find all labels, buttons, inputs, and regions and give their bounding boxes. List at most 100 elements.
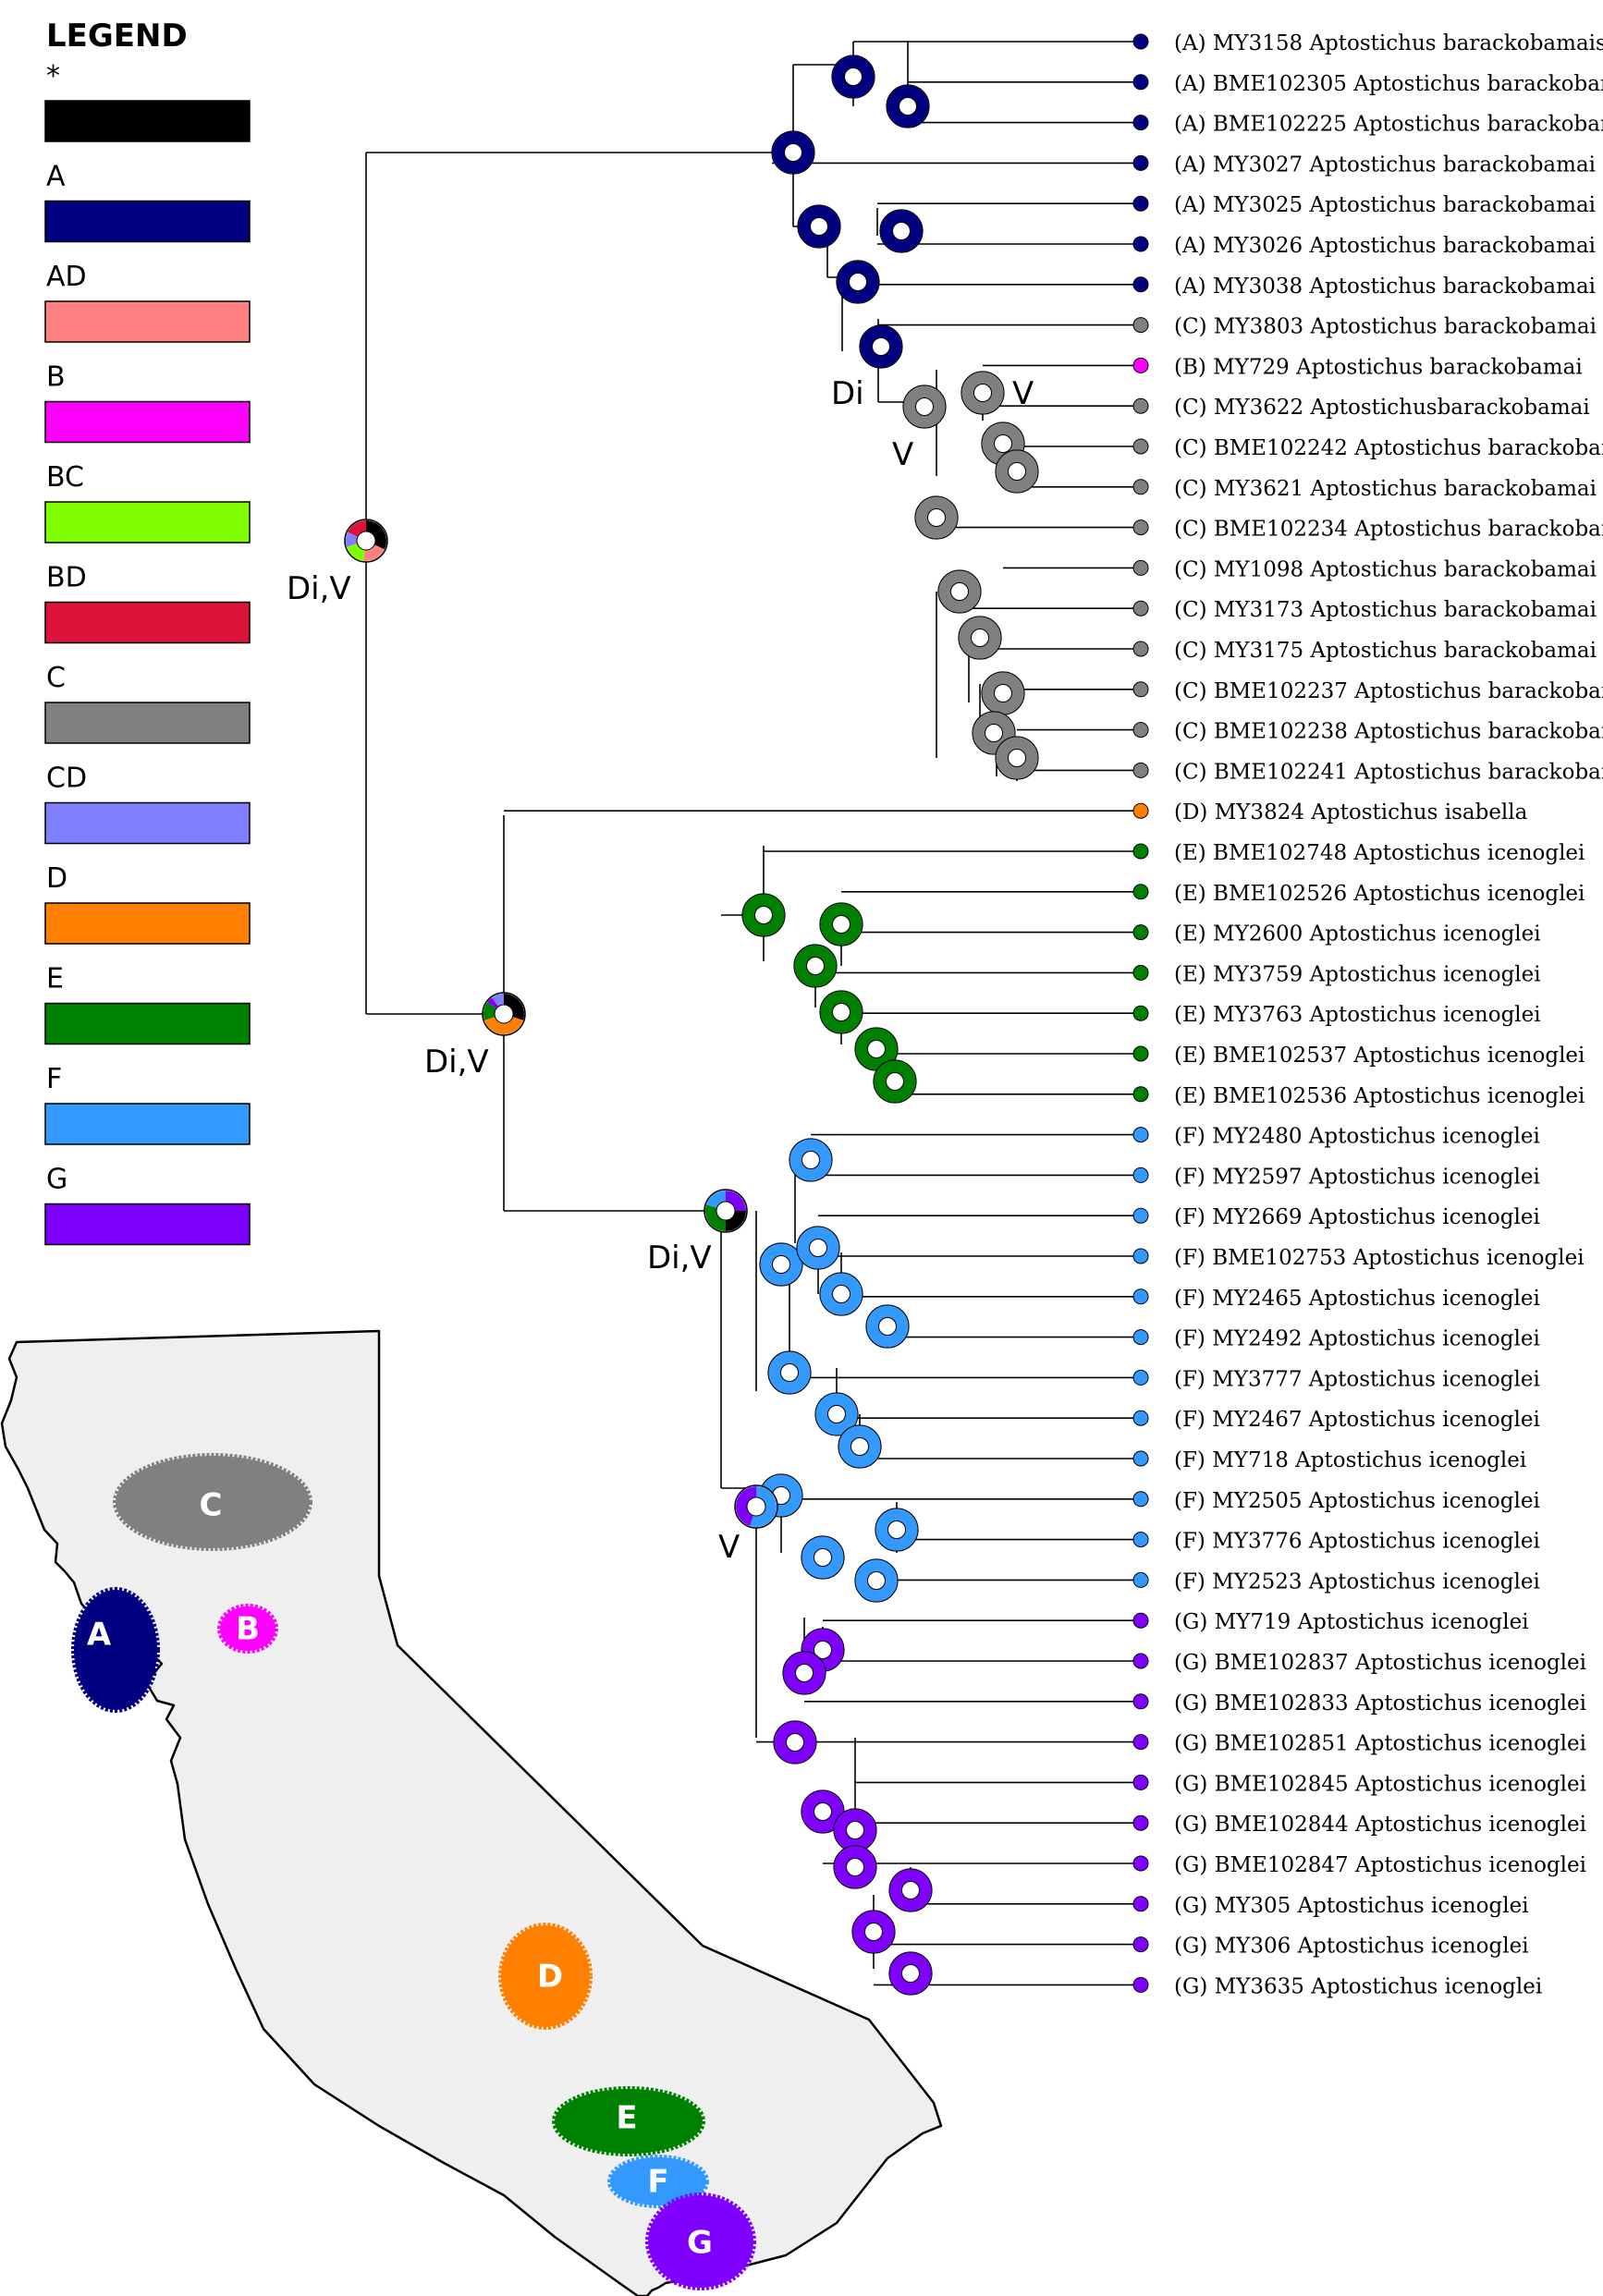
ancestral-state-center [784,143,802,162]
ancestral-state-center [994,684,1012,702]
ancestral-state-ring [855,1028,898,1070]
event-label-root: Di,V [287,570,351,607]
legend-swatch [44,501,251,543]
tip-label: (E) MY2600 Aptostichus icenoglei [1174,922,1541,946]
tip-marker [1132,357,1149,373]
tip-marker [1132,1936,1149,1953]
tip-marker [1132,519,1149,536]
legend-swatch [44,400,251,444]
ancestral-state-segment [346,531,358,547]
tip-label: (F) MY2492 Aptostichus icenoglei [1174,1327,1540,1351]
tip-label: (G) MY719 Aptostichus icenoglei [1174,1610,1529,1634]
ancestral-state-center [809,1239,827,1257]
tip-label: (C) MY3173 Aptostichus barackobamai [1174,598,1597,622]
legend-swatch [44,200,251,243]
tip-label: (A) BME102225 Aptostichus barackobamai [1174,113,1603,137]
legend-swatch [44,601,251,644]
tip-label: (A) MY3158 Aptostichus barackobamais [1174,31,1603,55]
ancestral-state-center [849,273,867,291]
ancestral-state-ring [880,210,923,252]
legend-label: E [46,963,64,995]
ancestral-state-center [814,1548,832,1567]
tip-marker [1132,1127,1149,1143]
map-region-label: F [647,2164,668,2201]
ancestral-state-ring [874,1060,916,1103]
ancestral-state-ring [852,1911,895,1953]
event-label-b: V [1012,375,1034,412]
ancestral-state-center [892,222,911,240]
legend-label: AD [46,261,87,293]
tip-label: (F) MY2480 Aptostichus icenoglei [1174,1125,1540,1149]
tip-marker [1132,1005,1149,1021]
ancestral-state-center [795,1664,814,1682]
ancestral-state-ring [820,991,863,1033]
tip-label: (F) MY2465 Aptostichus icenoglei [1174,1287,1540,1311]
map-region-label: C [200,1487,223,1524]
tip-marker [1132,1774,1149,1790]
ancestral-state-center [802,1151,820,1169]
tip-marker [1132,964,1149,981]
tip-label: (F) MY3777 Aptostichus icenoglei [1174,1367,1540,1391]
tip-label: (C) BME102242 Aptostichus barackobamai [1174,436,1603,460]
ancestral-state-segment [483,1002,496,1020]
ancestral-state-ring [837,261,879,303]
ancestral-state-segment [347,543,365,561]
ancestral-state-ring [996,737,1038,779]
event-label-a-to-bc: Di [831,375,864,412]
tip-marker [1132,479,1149,495]
tip-marker [1132,1410,1149,1426]
event-label-south: Di,V [424,1044,489,1081]
tip-marker [1132,1693,1149,1710]
ancestral-state-center [971,629,989,647]
ancestral-state-center [846,1821,864,1839]
ancestral-state-ring [996,450,1038,493]
tip-marker [1132,1976,1149,1993]
map-region [607,2155,709,2208]
tip-marker [1132,1734,1149,1751]
california-outline [0,1329,943,2296]
ancestral-state-ring [887,85,929,128]
ancestral-state-ring [820,903,863,946]
tip-marker [1132,1814,1149,1831]
ancestral-state-center [850,1437,869,1456]
tip-label: (G) BME102845 Aptostichus icenoglei [1174,1772,1586,1796]
event-label-fg: V [718,1529,740,1566]
ancestral-state-center [786,1733,804,1752]
tip-label: (C) BME102234 Aptostichus barackobamai [1174,518,1603,542]
ancestral-state-ring [820,1273,863,1315]
ancestral-state-center [867,1040,886,1058]
ancestral-state-center [872,337,890,356]
tip-label: (A) MY3026 Aptostichus barackobamai [1174,234,1596,258]
ancestral-state-center [832,1003,850,1021]
tip-marker [1132,195,1149,212]
tip-marker [1132,154,1149,171]
tip-label: (C) MY3803 Aptostichus barackobamai [1174,315,1597,339]
ancestral-state-center [899,97,917,116]
ancestral-state-segment [487,997,499,1009]
map-region-label: B [236,1611,260,1648]
tip-marker [1132,397,1149,414]
tip-marker [1132,559,1149,576]
tip-label: (G) MY306 Aptostichus icenoglei [1174,1935,1529,1959]
ancestral-state-center [915,397,934,416]
tip-marker [1132,1207,1149,1224]
ancestral-state-ring [783,1652,826,1694]
ancestral-state-ring [798,205,840,248]
legend-swatch [44,1103,251,1145]
tip-label: (G) MY305 Aptostichus icenoglei [1174,1894,1529,1918]
tip-marker [1132,1248,1149,1264]
tip-label: (E) BME102526 Aptostichus icenoglei [1174,882,1585,906]
ancestral-state-center [810,217,828,236]
ancestral-state-center [832,1285,850,1303]
tip-label: (D) MY3824 Aptostichus isabella [1174,800,1528,824]
ancestral-state-segment [726,1191,746,1211]
tip-label: (F) MY718 Aptostichus icenoglei [1174,1448,1526,1472]
ancestral-state-segment [736,1485,756,1526]
ancestral-state-center [994,434,1012,453]
map-region [71,1587,160,1713]
ancestral-state-segment [484,1017,523,1034]
legend-label: B [46,361,66,394]
legend-label: A [46,161,66,193]
tip-marker [1132,1045,1149,1062]
